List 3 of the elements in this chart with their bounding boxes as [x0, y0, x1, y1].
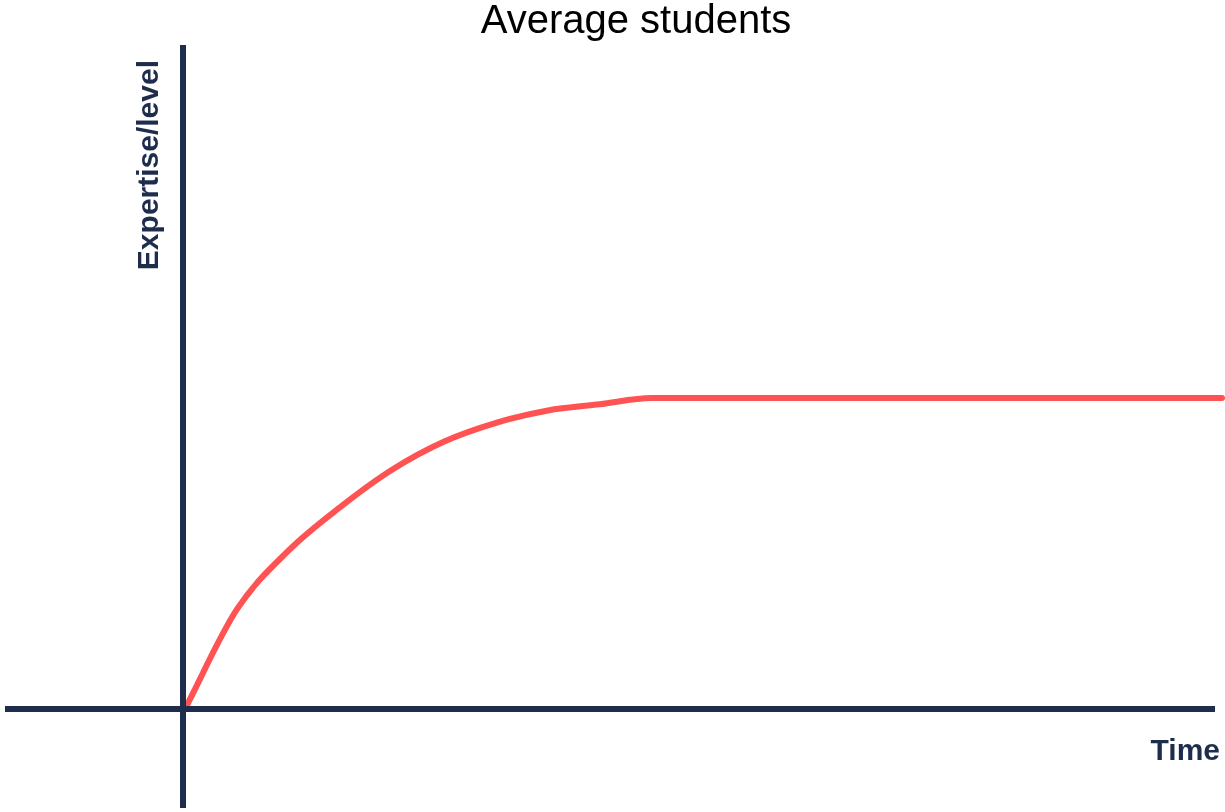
x-axis-title: Time	[1150, 733, 1220, 767]
chart-title: Average students	[480, 0, 792, 42]
y-axis-title: Expertise/level	[131, 60, 165, 271]
